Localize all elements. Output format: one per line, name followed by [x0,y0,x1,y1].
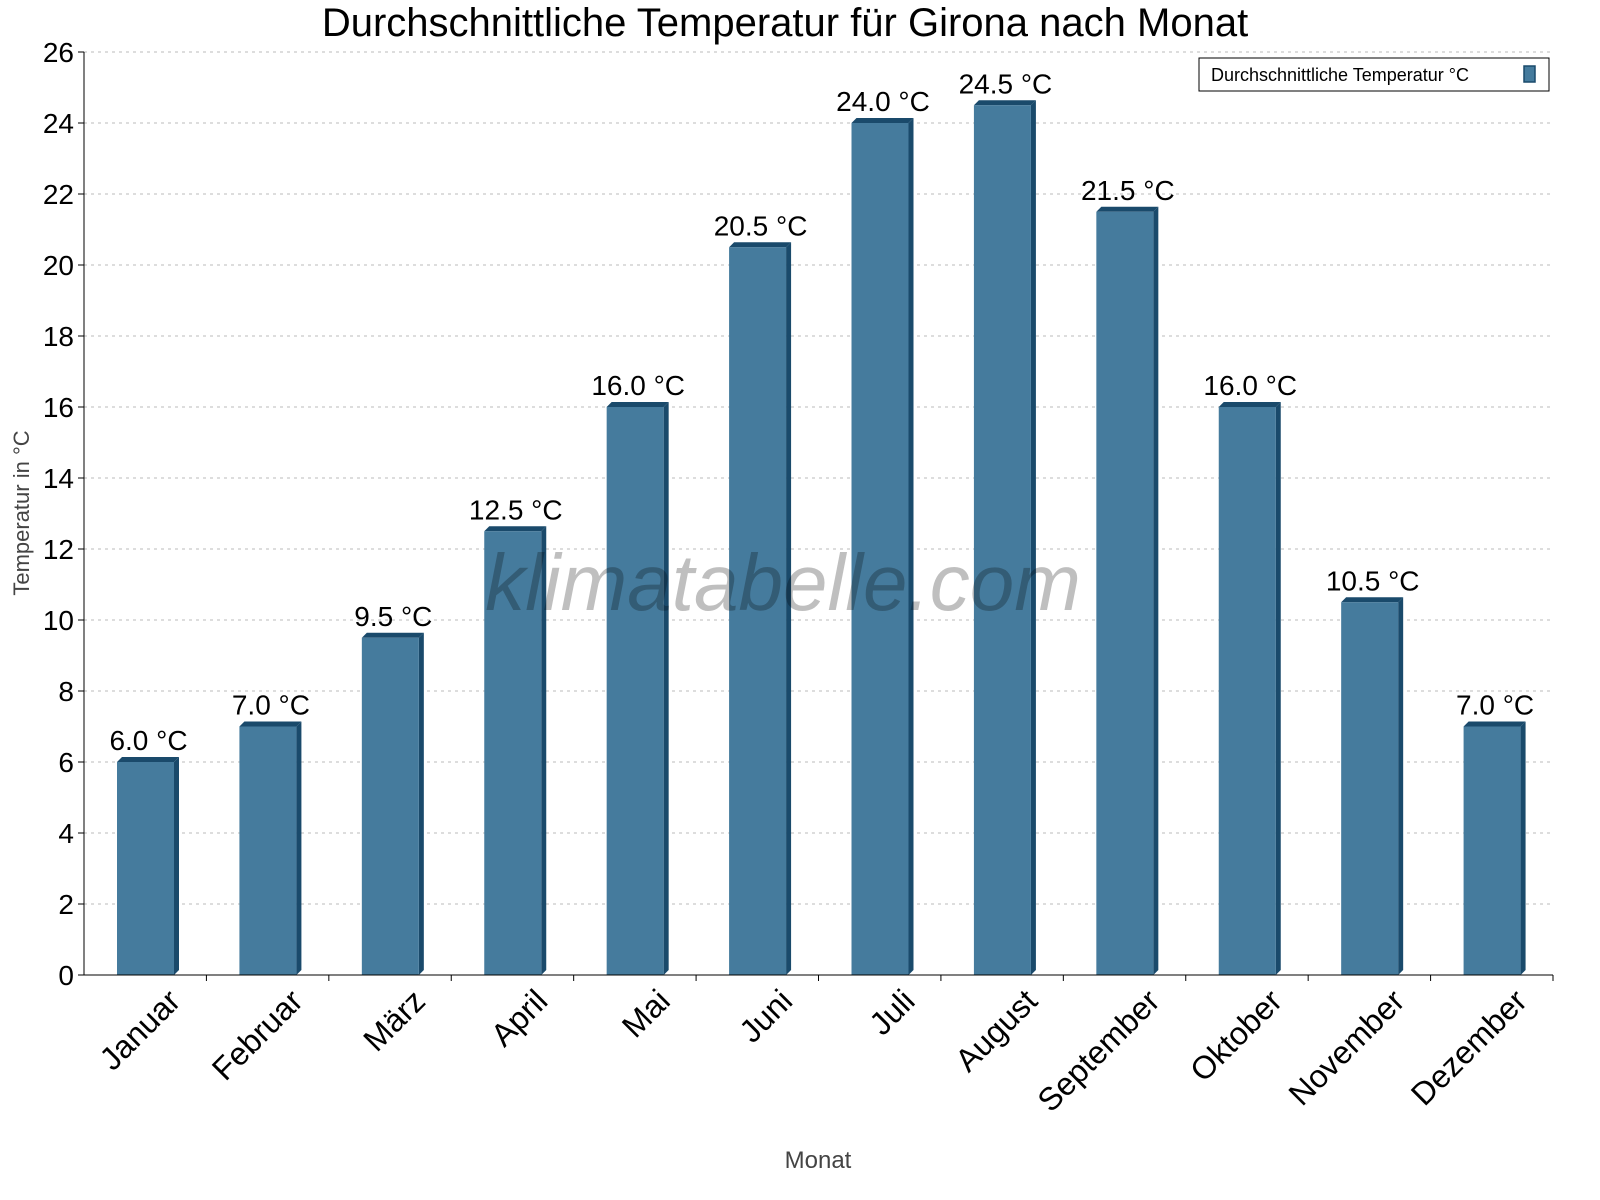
legend-label: Durchschnittliche Temperatur °C [1211,65,1469,85]
data-label: 12.5 °C [469,494,563,525]
data-label: 9.5 °C [354,601,432,632]
data-label: 24.5 °C [959,68,1053,99]
bar-top [729,242,792,248]
y-tick-label: 14 [43,463,74,494]
bar [1218,407,1276,975]
y-tick-label: 12 [43,534,74,565]
data-label: 16.0 °C [591,370,685,401]
x-tick-label: Februar [205,982,310,1087]
bar-side [1398,597,1404,975]
data-label: 10.5 °C [1326,565,1420,596]
y-tick-label: 20 [43,250,74,281]
bar [239,726,297,975]
x-tick-label: Dezember [1404,982,1534,1112]
data-label: 16.0 °C [1203,370,1297,401]
bar-top [1341,597,1404,603]
y-tick-label: 10 [43,605,74,636]
bar [973,105,1031,975]
y-tick-label: 22 [43,179,74,210]
gridlines [84,51,1553,905]
bar-side [1030,100,1036,975]
bar-top [606,402,669,407]
x-tick-label: September [1030,982,1166,1118]
x-tick-label: Januar [93,982,188,1077]
x-axis-label: Monat [785,1147,852,1174]
bar-side [418,632,424,975]
y-tick-label: 16 [43,392,74,423]
data-label: 24.0 °C [836,86,930,117]
bar-side [786,242,792,975]
bar-top [239,721,302,727]
bar [484,531,542,975]
y-tick-label: 18 [43,321,74,352]
bar-side [908,118,914,975]
bar-side [1153,206,1159,975]
bar [729,247,787,975]
data-label: 6.0 °C [109,725,187,756]
bar-top [117,757,179,762]
bar [1463,726,1521,975]
y-tick-label: 6 [58,747,74,778]
bar [361,637,419,975]
data-label: 7.0 °C [1456,690,1534,721]
x-tick-label: Juli [862,982,921,1041]
bar-top [361,632,424,638]
bar-top [1096,206,1159,212]
bar [606,407,664,975]
data-label: 21.5 °C [1081,175,1175,206]
y-tick-label: 0 [58,960,74,991]
bar-side [663,402,669,975]
x-tick-label: Juni [732,982,799,1049]
y-axis-label: Temperatur in °C [9,430,34,595]
bar-top [484,526,547,532]
bar-side [174,757,179,975]
legend: Durchschnittliche Temperatur °C [1198,57,1550,92]
data-label: 20.5 °C [714,210,808,241]
bar-side [296,721,302,975]
bar-top [973,100,1036,106]
bars: 6.0 °C 7.0 °C 9.5 °C 12.5 °C 16.0 °C 20.5 °C 2… [109,68,1534,975]
bar-top [1463,721,1526,727]
bar-side [1275,402,1281,975]
legend-swatch [1523,65,1536,83]
x-tick-label: August [948,982,1044,1078]
bar [1096,211,1154,975]
y-tick-label: 4 [58,818,74,849]
bar-side [1520,721,1526,975]
bar [1341,602,1399,975]
x-tick-label: Oktober [1183,982,1289,1088]
x-tick-label: März [356,982,432,1058]
x-tick-label: April [484,982,555,1053]
y-tick-label: 24 [43,108,74,139]
y-tick-label: 2 [58,889,74,920]
bar-top [1218,402,1281,407]
x-tick-label: November [1281,982,1411,1112]
legend-box [1198,57,1550,92]
watermark: klimatabelle.com [485,538,1081,627]
data-label: 7.0 °C [232,690,310,721]
y-tick-label: 8 [58,676,74,707]
bar [851,123,909,975]
bar-side [541,526,547,975]
x-tick-label: Mai [615,982,677,1044]
chart-title: Durchschnittliche Temperatur für Girona … [322,1,1248,45]
y-tick-label: 26 [43,37,74,68]
bar [117,762,174,975]
bar-top [851,118,914,123]
